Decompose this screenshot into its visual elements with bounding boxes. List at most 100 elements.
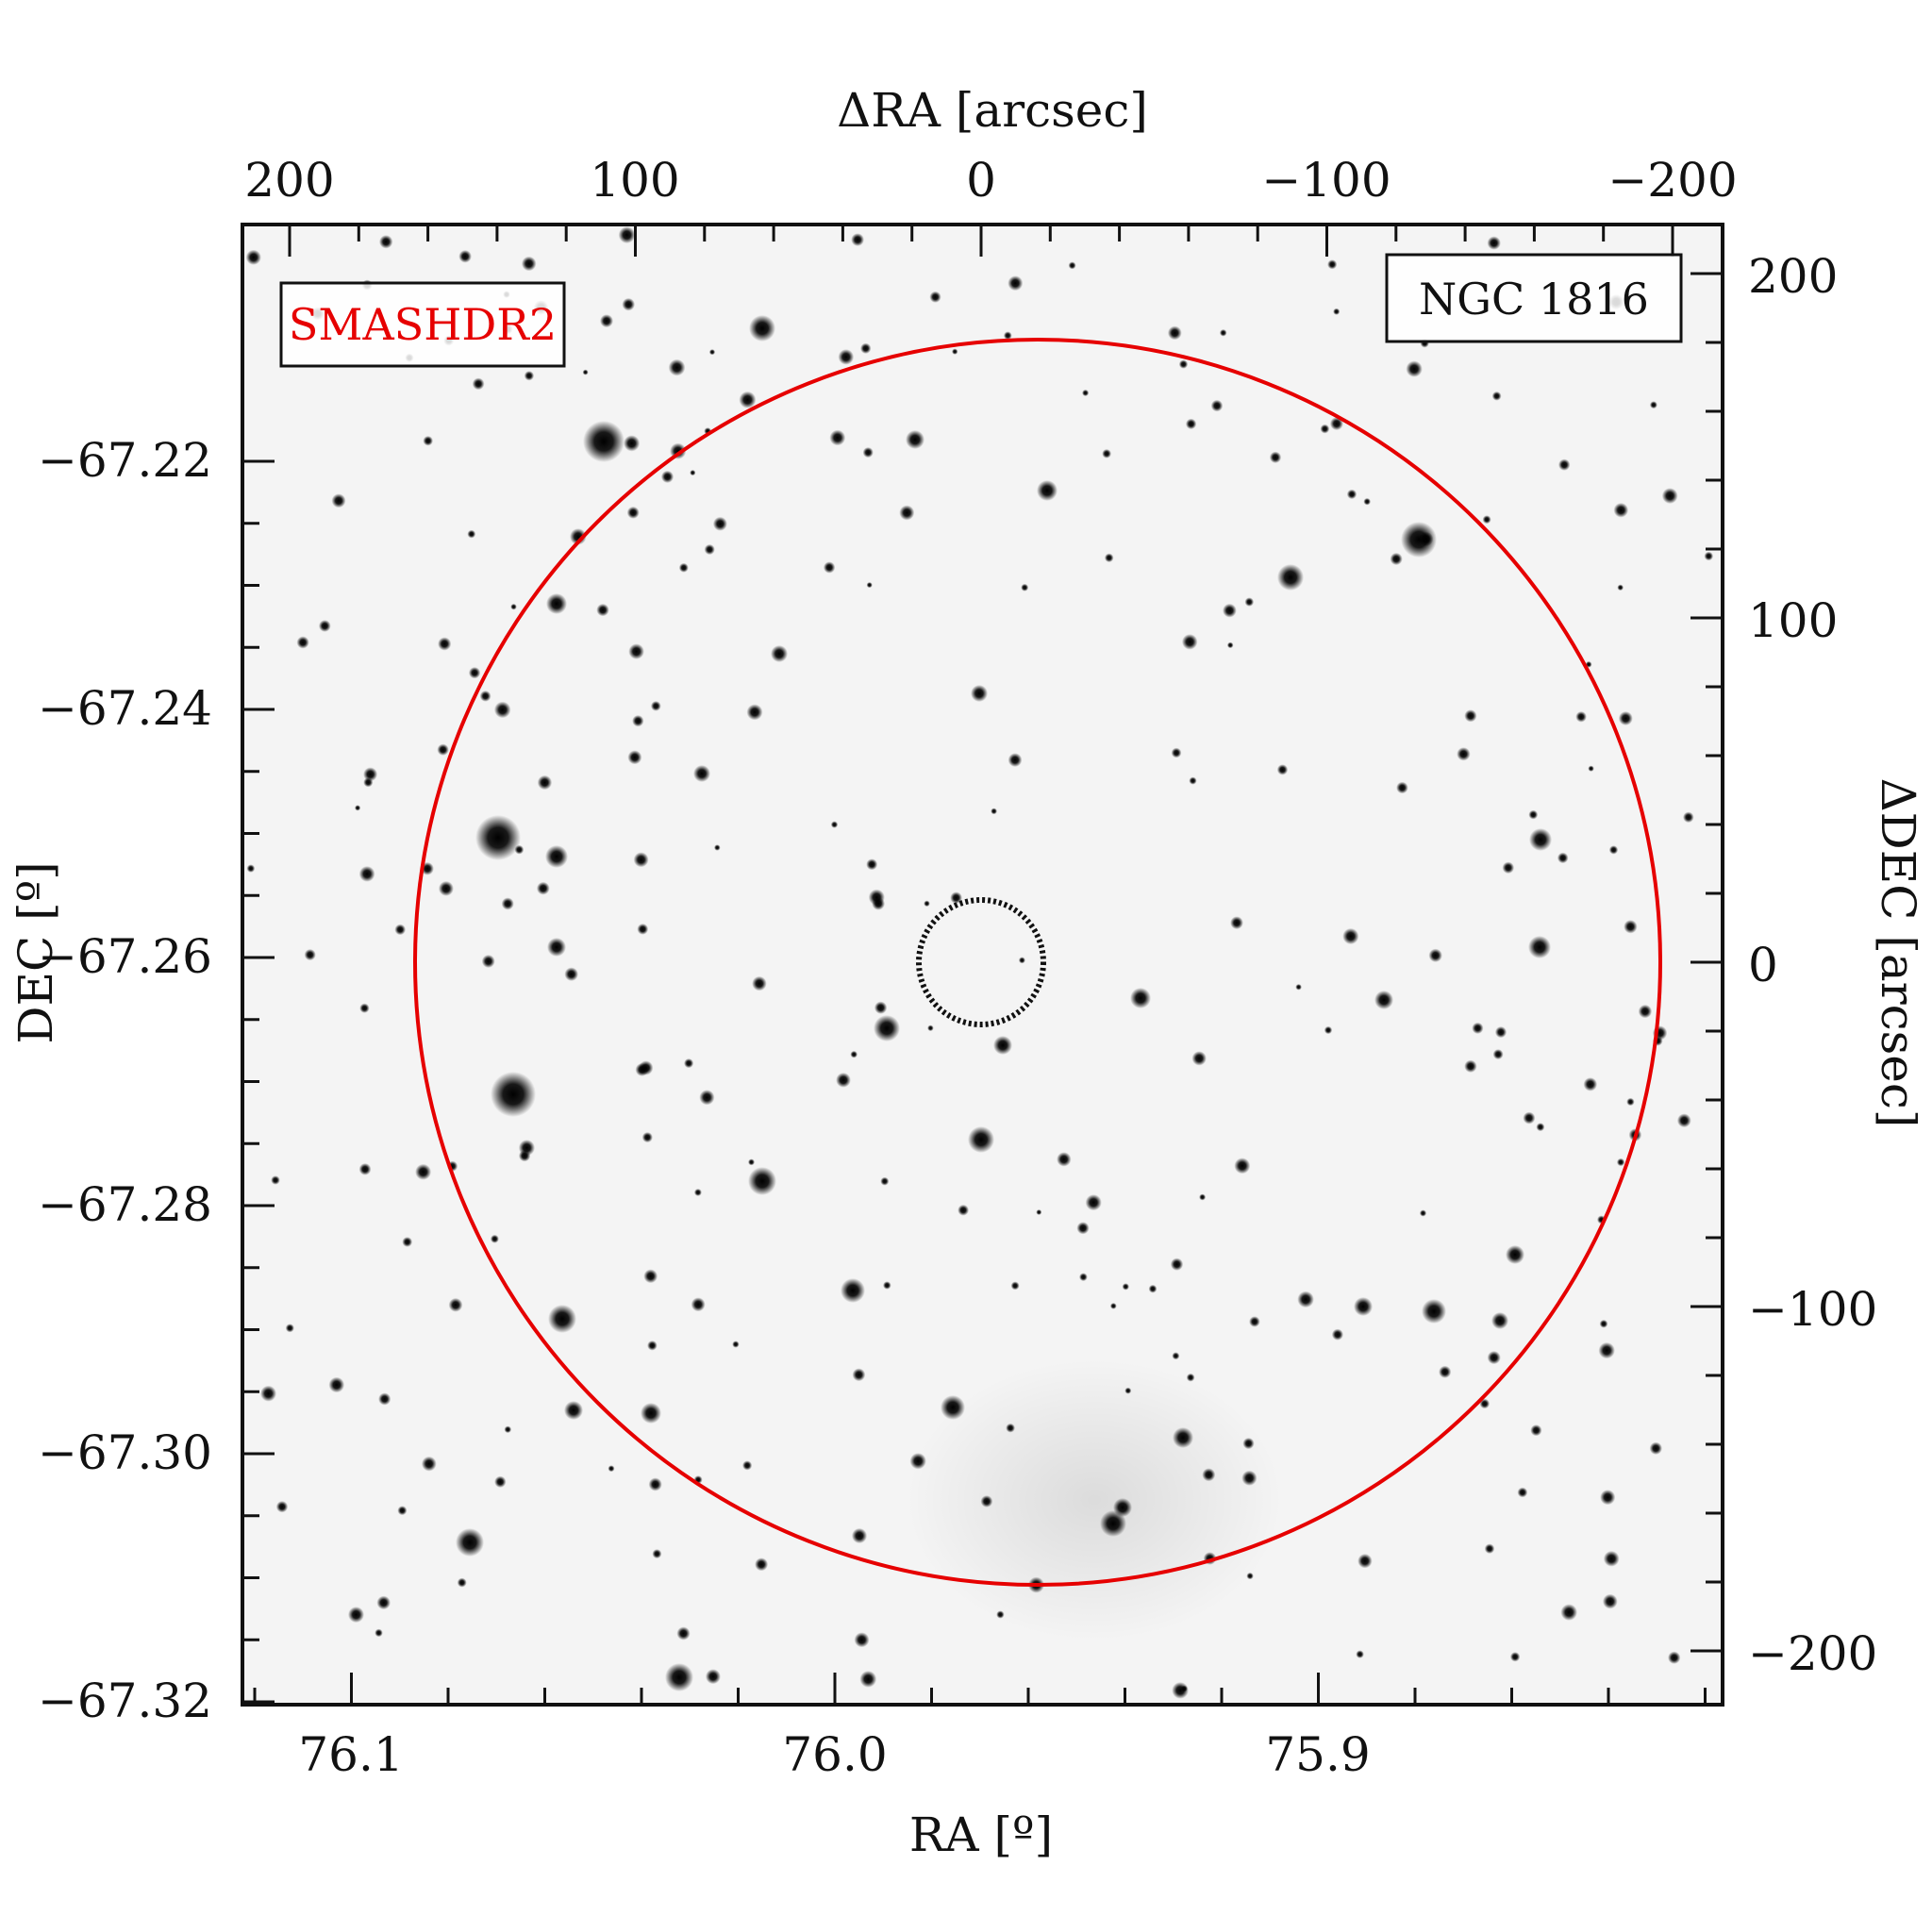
star xyxy=(854,1632,870,1648)
star xyxy=(1487,1351,1501,1365)
star xyxy=(1472,1022,1484,1034)
star xyxy=(755,1557,769,1572)
star xyxy=(627,750,642,765)
star xyxy=(860,342,872,354)
star xyxy=(684,1058,694,1069)
star xyxy=(1626,1097,1635,1107)
star xyxy=(971,685,988,702)
star xyxy=(1189,776,1197,785)
star xyxy=(415,1163,432,1180)
star xyxy=(501,897,514,910)
star xyxy=(1464,1059,1477,1074)
star xyxy=(1482,515,1491,525)
star xyxy=(1226,641,1234,649)
star xyxy=(376,1595,391,1610)
right-tick-100: 100 xyxy=(1748,593,1838,648)
star-field xyxy=(245,226,1714,1699)
star xyxy=(1241,1470,1257,1486)
star xyxy=(1390,552,1403,566)
star xyxy=(1276,764,1289,775)
star xyxy=(1506,1245,1524,1264)
star xyxy=(1649,1441,1663,1456)
star xyxy=(841,1278,865,1303)
star xyxy=(537,774,553,791)
star xyxy=(996,1610,1005,1619)
star xyxy=(866,858,878,871)
star xyxy=(457,1577,467,1588)
star xyxy=(624,435,641,452)
star xyxy=(748,1158,755,1166)
star xyxy=(872,897,885,910)
star xyxy=(899,505,915,521)
star xyxy=(296,636,309,649)
star xyxy=(1517,1487,1528,1498)
star xyxy=(545,845,568,868)
star xyxy=(712,516,727,531)
star xyxy=(678,562,689,573)
star xyxy=(1536,1123,1545,1132)
star xyxy=(838,349,855,365)
star xyxy=(1523,1111,1536,1124)
star xyxy=(705,1669,721,1685)
star xyxy=(564,967,578,981)
star xyxy=(1167,325,1182,341)
star xyxy=(358,1163,372,1175)
star xyxy=(1704,551,1714,561)
star xyxy=(1333,308,1341,315)
bottom-axis-title: RA [º] xyxy=(909,1807,1053,1862)
survey-label: SMASHDR2 xyxy=(289,299,557,350)
star xyxy=(1219,329,1227,337)
star xyxy=(1530,1424,1542,1437)
star xyxy=(1327,259,1338,270)
star xyxy=(1602,1593,1618,1609)
star xyxy=(1100,1510,1126,1537)
star xyxy=(739,391,757,408)
star xyxy=(582,369,589,375)
star xyxy=(1668,1651,1681,1664)
star xyxy=(1249,1316,1260,1327)
star xyxy=(1509,1652,1521,1662)
star xyxy=(1181,634,1198,650)
star xyxy=(547,938,566,957)
star xyxy=(823,561,836,574)
star xyxy=(874,1015,900,1041)
star xyxy=(1003,331,1012,341)
star xyxy=(924,900,930,908)
top-tick-minus200: −200 xyxy=(1607,153,1737,208)
star xyxy=(1683,811,1694,824)
star xyxy=(363,777,374,788)
star xyxy=(668,358,686,376)
star xyxy=(618,226,636,243)
star xyxy=(742,1460,753,1471)
star xyxy=(676,1626,691,1641)
star xyxy=(438,637,452,651)
star xyxy=(271,1175,280,1185)
star xyxy=(1588,765,1594,772)
star xyxy=(438,880,454,896)
star xyxy=(448,1297,463,1312)
star xyxy=(1109,1303,1117,1309)
star xyxy=(622,297,635,311)
star xyxy=(437,743,449,756)
star xyxy=(1600,1490,1616,1506)
right-tick-200: 200 xyxy=(1748,249,1838,304)
star xyxy=(1277,564,1304,591)
star xyxy=(1342,927,1359,945)
star xyxy=(693,1189,702,1196)
star xyxy=(1186,1373,1195,1382)
star xyxy=(328,1376,345,1393)
star xyxy=(1363,497,1371,506)
star xyxy=(1575,711,1587,723)
star xyxy=(1492,1049,1504,1060)
star xyxy=(285,1324,294,1333)
bottom-tick-75.9: 75.9 xyxy=(1265,1727,1370,1782)
star xyxy=(1085,1194,1102,1211)
star xyxy=(348,1607,364,1624)
axis-ticks xyxy=(242,225,1723,1705)
star xyxy=(1624,920,1638,934)
star xyxy=(1439,1365,1452,1378)
star xyxy=(375,1628,383,1638)
star xyxy=(641,1403,661,1424)
star xyxy=(467,529,476,539)
star xyxy=(691,1297,706,1312)
